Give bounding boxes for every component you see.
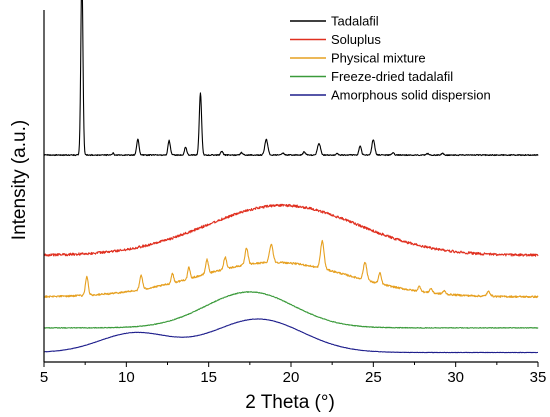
axes (43, 10, 538, 363)
x-axis-title: 2 Theta (°) (245, 392, 335, 413)
legend-label: Amorphous solid dispersion (331, 88, 491, 103)
legend-label: Soluplus (331, 32, 381, 47)
legend-label: Tadalafil (331, 14, 379, 29)
series-line-2 (43, 203, 539, 257)
x-tick-label: 10 (118, 369, 135, 386)
x-tick-label: 30 (447, 369, 464, 386)
x-tick-label: 5 (40, 369, 48, 386)
x-tick-label: 25 (365, 369, 382, 386)
series-line-4 (43, 291, 539, 329)
x-tick-label: 15 (200, 369, 217, 386)
series-line-5 (43, 318, 539, 354)
x-ticks: 5 10 15 20 25 30 35 (40, 362, 547, 386)
series-traces (43, 0, 539, 354)
x-tick-label: 35 (530, 369, 547, 386)
series-line-1 (43, 0, 539, 157)
x-tick-label: 20 (283, 369, 300, 386)
y-axis-title: Intensity (a.u.) (9, 120, 30, 240)
legend-label: Physical mixture (331, 51, 426, 66)
legend-label: Freeze-dried tadalafil (331, 69, 453, 84)
legend: Tadalafil Soluplus Physical mixture Freeze-… (290, 14, 491, 103)
series-line-3 (43, 239, 539, 299)
